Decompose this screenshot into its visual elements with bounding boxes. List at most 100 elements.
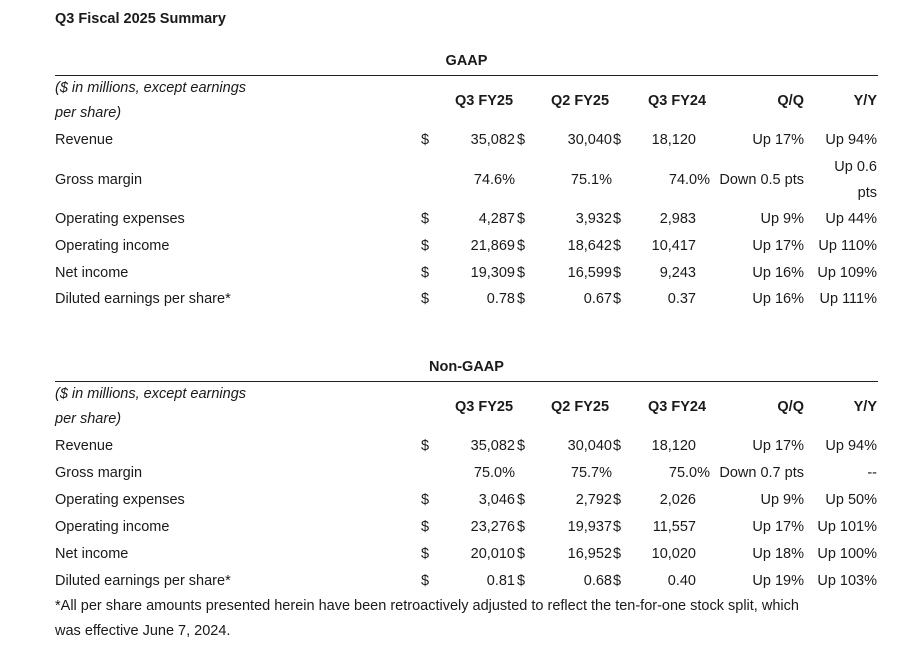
value-q3fy25: 23,276 [470,519,515,535]
value-q3fy25: 3,046 [478,492,515,508]
currency-symbol: $ [517,265,526,281]
row-label: Revenue [55,438,114,454]
currency-symbol: $ [613,238,622,254]
value-q3fy25: 20,010 [470,546,515,562]
value-qq: Up 9% [760,211,804,227]
value-q3fy24: 0.37 [667,291,696,307]
value-q2fy25: 75.1% [570,172,612,188]
value-q3fy25: 75.0% [473,465,515,481]
row-label: Operating expenses [55,492,185,508]
column-header: Q/Q [777,399,804,415]
value-q3fy25: 21,869 [470,238,515,254]
value-q2fy25: 0.68 [583,573,612,589]
column-header: Q3 FY25 [455,93,514,109]
currency-symbol: $ [517,546,526,562]
value-q3fy25: 4,287 [478,211,515,227]
value-yy: Up 109% [817,265,877,281]
value-qq: Up 16% [752,265,804,281]
row-label: Net income [55,265,129,281]
value-q3fy25: 0.81 [486,573,515,589]
value-yy: Up 0.6 [834,159,877,175]
value-yy: Up 94% [825,438,877,454]
value-q2fy25: 2,792 [575,492,612,508]
footnote-line-2: was effective June 7, 2024. [55,623,231,639]
value-qq: Up 17% [752,132,804,148]
footnote-line-1: *All per share amounts presented herein … [55,598,799,614]
units-label: ($ in millions, except earnings [55,386,247,402]
row-label: Diluted earnings per share* [55,291,231,307]
currency-symbol: $ [421,519,430,535]
value-q2fy25: 75.7% [570,465,612,481]
value-q2fy25: 30,040 [567,438,612,454]
value-qq: Up 16% [752,291,804,307]
value-q2fy25: 18,642 [567,238,612,254]
value-q3fy24: 75.0% [668,465,710,481]
currency-symbol: $ [421,132,430,148]
units-label: per share) [55,105,122,121]
currency-symbol: $ [613,211,622,227]
currency-symbol: $ [613,438,622,454]
currency-symbol: $ [517,291,526,307]
currency-symbol: $ [517,211,526,227]
currency-symbol: $ [613,519,622,535]
row-label: Operating expenses [55,211,185,227]
currency-symbol: $ [613,573,622,589]
row-label: Operating income [55,519,170,535]
currency-symbol: $ [517,573,526,589]
value-yy: Up 50% [825,492,877,508]
column-header: Q2 FY25 [551,93,610,109]
currency-symbol: $ [613,291,622,307]
value-yy: Up 101% [817,519,877,535]
value-yy: Up 44% [825,211,877,227]
value-q3fy25: 19,309 [470,265,515,281]
column-header: Q3 FY25 [455,399,514,415]
currency-symbol: $ [517,238,526,254]
value-q2fy25: 0.67 [583,291,612,307]
column-header: Q/Q [777,93,804,109]
currency-symbol: $ [421,438,430,454]
currency-symbol: $ [613,265,622,281]
currency-symbol: $ [613,546,622,562]
row-label: Revenue [55,132,114,148]
row-label: Operating income [55,238,170,254]
currency-symbol: $ [613,132,622,148]
value-q2fy25: 19,937 [567,519,612,535]
value-q3fy24: 11,557 [652,519,696,535]
value-q3fy25: 0.78 [486,291,515,307]
units-label: per share) [55,411,122,427]
value-yy: Up 100% [817,546,877,562]
value-q3fy25: 35,082 [470,132,515,148]
column-header: Q3 FY24 [648,399,707,415]
value-yy: Up 94% [825,132,877,148]
value-q3fy24: 2,983 [659,211,696,227]
page-title: Q3 Fiscal 2025 Summary [55,11,226,27]
column-header: Q2 FY25 [551,399,610,415]
value-q2fy25: 30,040 [567,132,612,148]
currency-symbol: $ [421,265,430,281]
value-q3fy24: 74.0% [668,172,710,188]
value-q3fy24: 18,120 [651,438,696,454]
section-heading: Non-GAAP [429,359,504,375]
section-divider [55,75,878,76]
currency-symbol: $ [421,546,430,562]
value-qq: Down 0.7 pts [719,465,804,481]
value-q3fy24: 10,417 [651,238,696,254]
currency-symbol: $ [421,492,430,508]
row-label: Gross margin [55,172,143,188]
value-q3fy25: 35,082 [470,438,515,454]
value-qq: Up 9% [760,492,804,508]
value-yy: Up 110% [818,238,877,254]
currency-symbol: $ [421,573,430,589]
currency-symbol: $ [421,238,430,254]
row-label: Net income [55,546,129,562]
row-label: Diluted earnings per share* [55,573,231,589]
units-label: ($ in millions, except earnings [55,80,247,96]
value-qq: Up 17% [752,438,804,454]
value-yy: pts [857,185,877,201]
value-q2fy25: 3,932 [575,211,612,227]
value-q3fy25: 74.6% [473,172,515,188]
value-q3fy24: 0.40 [667,573,696,589]
value-qq: Up 19% [752,573,804,589]
value-qq: Up 17% [752,519,804,535]
value-qq: Down 0.5 pts [719,172,804,188]
